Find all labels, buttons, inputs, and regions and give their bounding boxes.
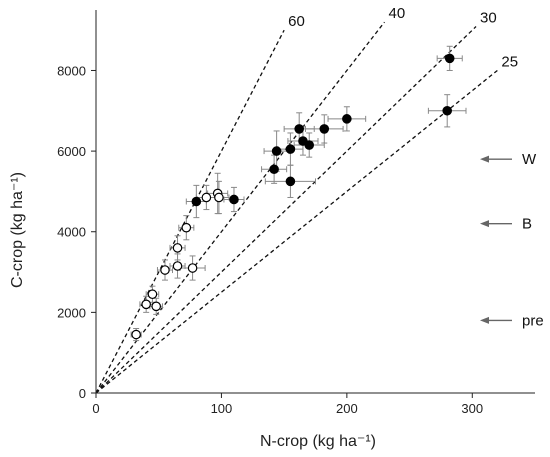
data-point-open <box>151 301 162 312</box>
y-tick-label: 2000 <box>57 305 86 320</box>
data-point-filled <box>304 140 315 150</box>
reference-line-label: 25 <box>501 53 518 70</box>
x-tick-label: 100 <box>211 401 233 416</box>
y-tick-label: 6000 <box>57 144 86 159</box>
axes <box>95 10 535 394</box>
data-point-filled <box>442 105 452 116</box>
data-point-filled <box>191 196 202 207</box>
x-tick-label: 0 <box>92 401 99 416</box>
annotation-label: W <box>522 151 537 168</box>
annotation-label: B <box>522 216 532 233</box>
arrow-head <box>480 155 489 163</box>
data-point-filled <box>294 124 304 134</box>
data-point-open <box>131 329 141 340</box>
reference-line-label: 30 <box>480 10 497 27</box>
x-axis-ticks: 0 100 200 300 <box>92 393 483 416</box>
data-point-filled <box>342 114 352 124</box>
y-tick-label: 8000 <box>57 63 86 78</box>
data-point-open <box>160 265 170 275</box>
data-points <box>131 53 455 340</box>
annotation-label: pre <box>522 312 544 329</box>
x-tick-label: 300 <box>461 401 483 416</box>
y-axis-title: C-crop (kg ha⁻¹) <box>9 172 26 288</box>
data-point-filled <box>269 164 279 175</box>
data-point-filled <box>444 53 455 64</box>
reference-line-label: 60 <box>288 13 305 30</box>
x-axis-title: N-crop (kg ha⁻¹) <box>260 433 376 450</box>
annotation-b: B <box>480 216 532 233</box>
y-tick-label: 0 <box>79 386 86 401</box>
data-point-filled <box>271 146 282 156</box>
annotation-pre: pre <box>480 312 544 329</box>
data-point-filled <box>285 176 296 187</box>
data-point-open <box>172 243 183 253</box>
reference-line-label: 40 <box>388 5 405 22</box>
reference-lines <box>95 21 498 394</box>
arrow-head <box>480 220 489 228</box>
arrow-head <box>480 316 489 324</box>
reference-line-25 <box>95 69 498 394</box>
y-axis-ticks: 0 2000 4000 6000 8000 <box>57 63 96 401</box>
reference-line-30 <box>95 26 477 394</box>
data-point-filled <box>319 124 330 134</box>
reference-line-labels: 60 40 30 25 <box>288 5 518 70</box>
reference-line-40 <box>95 21 385 394</box>
annotation-w: W <box>480 151 537 168</box>
data-point-open <box>181 222 192 233</box>
data-point-open <box>201 192 212 203</box>
data-point-open <box>214 192 224 203</box>
data-point-open <box>141 299 151 310</box>
error-bars <box>130 45 467 342</box>
data-point-filled <box>285 144 296 154</box>
data-point-filled <box>229 194 239 205</box>
y-tick-label: 4000 <box>57 225 86 240</box>
data-point-open <box>187 263 198 273</box>
data-point-open <box>147 289 158 300</box>
reference-line-60 <box>95 29 285 394</box>
x-tick-label: 200 <box>336 401 358 416</box>
data-point-open <box>172 261 183 271</box>
